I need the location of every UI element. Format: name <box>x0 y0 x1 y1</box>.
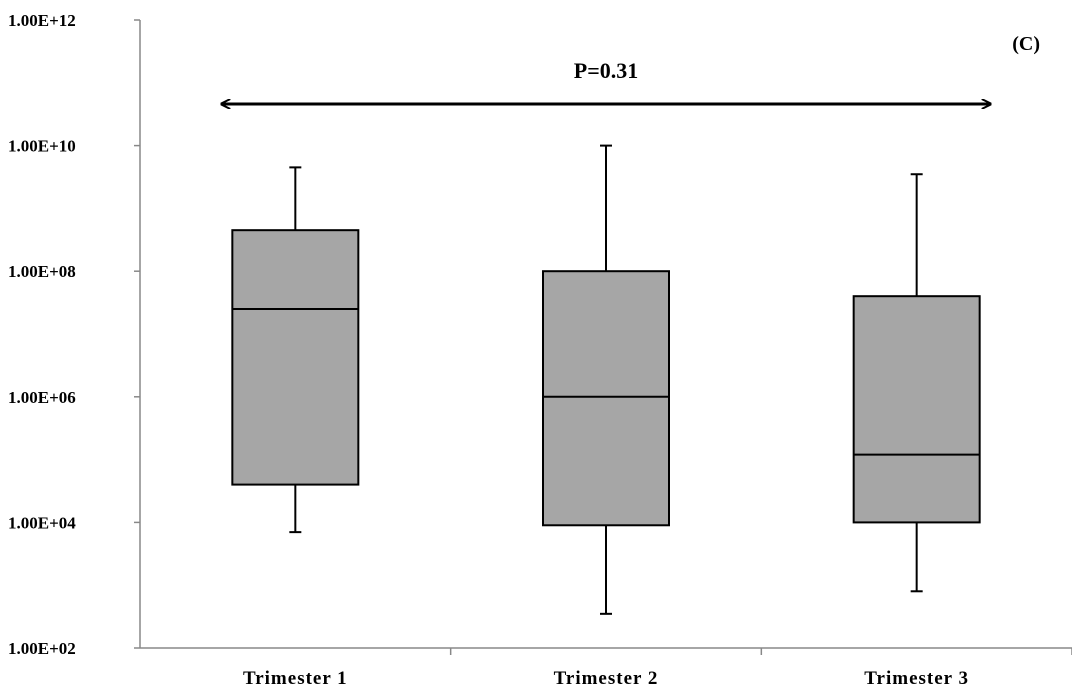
y-tick-label: 1.00E+04 <box>8 513 76 532</box>
x-ticks: Trimester 1 Trimester 2 Trimester 3 <box>243 648 1072 689</box>
box-group <box>852 173 981 593</box>
iqr-box <box>231 229 360 486</box>
y-tick-label: 1.00E+02 <box>8 639 76 658</box>
box-series <box>231 144 981 615</box>
box-group <box>542 144 670 615</box>
p-value-label: P=0.31 <box>574 58 638 83</box>
annotations: (C) P=0.31 <box>221 33 1040 104</box>
x-tick-label: Trimester 2 <box>554 668 659 689</box>
x-tick-label: Trimester 1 <box>243 668 348 689</box>
y-tick-label: 1.00E+06 <box>8 388 76 407</box>
y-tick-label: 1.00E+08 <box>8 262 76 281</box>
box-group <box>231 166 360 534</box>
iqr-box <box>542 270 670 527</box>
x-tick-label: Trimester 3 <box>864 668 969 689</box>
panel-label: (C) <box>1012 33 1040 55</box>
y-tick-label: 1.00E+12 <box>8 11 76 30</box>
iqr-box <box>852 295 981 524</box>
axes <box>139 20 1072 649</box>
y-tick-label: 1.00E+10 <box>8 137 76 156</box>
y-ticks: 1.00E+02 1.00E+04 1.00E+06 1.00E+08 1.00E+10… <box>8 11 140 658</box>
